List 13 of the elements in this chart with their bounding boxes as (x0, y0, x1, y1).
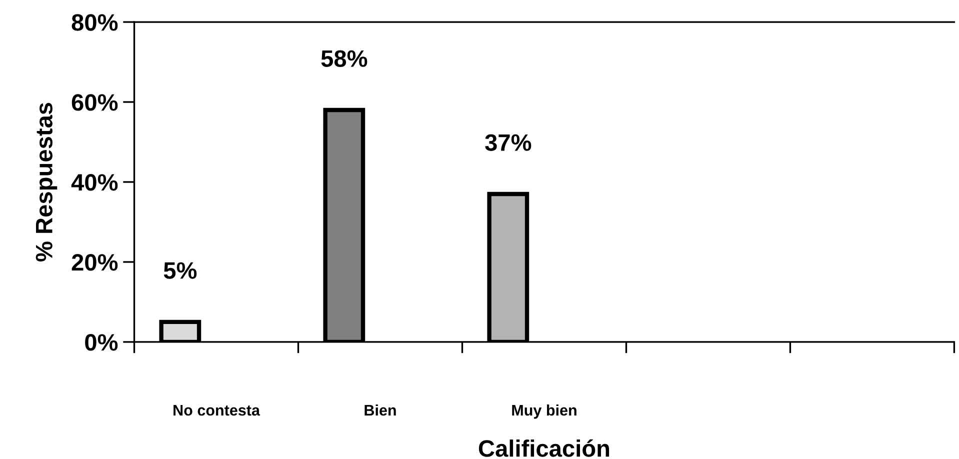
x-tick-label: Bien (364, 404, 396, 416)
y-axis-title: % Respuestas (36, 102, 58, 262)
y-tick-label: 60% (72, 94, 118, 111)
y-tick-label: 20% (72, 254, 118, 271)
y-tick-label: 80% (72, 14, 118, 31)
y-tick-label: 40% (71, 174, 118, 191)
data-label: 58% (321, 50, 368, 67)
x-tick-label: No contesta (174, 405, 260, 416)
data-label: 37% (485, 134, 532, 151)
y-tick-label: 0% (85, 334, 118, 351)
x-tick-label: Muy bien (512, 404, 576, 419)
data-label: 5% (164, 262, 197, 279)
x-axis-title: Calificación (478, 439, 610, 457)
